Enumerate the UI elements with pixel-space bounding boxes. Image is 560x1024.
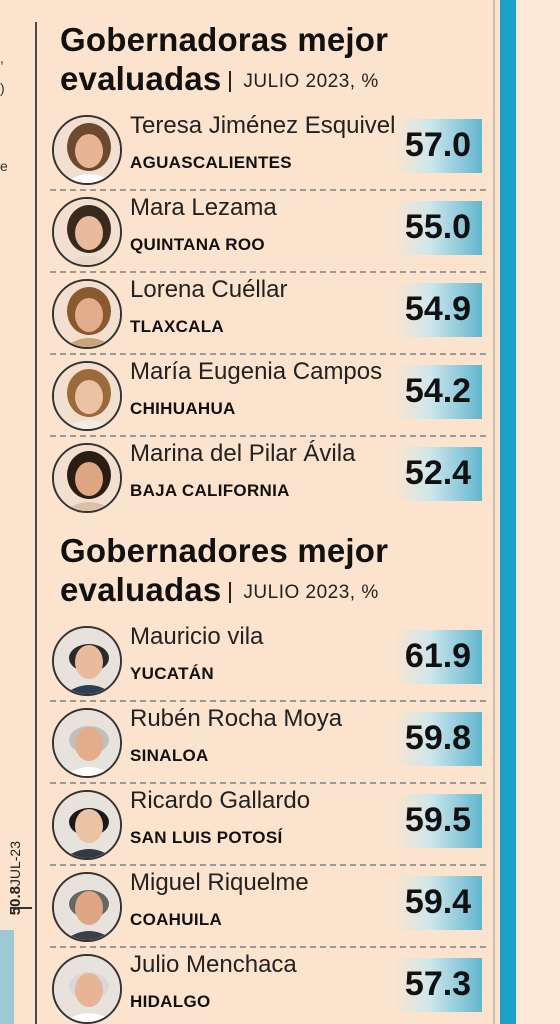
person-photo xyxy=(52,196,122,267)
ranking-row: Lorena Cuéllar TLAXCALA 54.9 xyxy=(50,273,486,355)
person-name: Rubén Rocha Moya xyxy=(130,704,343,732)
section-gobernadores: Gobernadores mejor evaluadas JULIO 2023, … xyxy=(50,531,486,1024)
section-meta: JULIO 2023, % xyxy=(229,70,379,92)
state-name: COAHUILA xyxy=(130,909,223,929)
person-name: Julio Menchaca xyxy=(130,950,297,978)
state-name: SAN LUIS POTOSÍ xyxy=(130,827,283,847)
section-title-line2: evaluadas xyxy=(60,60,222,97)
section-title: Gobernadores mejor evaluadas JULIO 2023, … xyxy=(50,531,486,612)
ranking-row: María Eugenia Campos CHIHUAHUA 54.2 xyxy=(50,355,486,437)
ranking-list: Mauricio vila YUCATÁN 61.9 Rubén Rocha Moya… xyxy=(50,620,486,1024)
left-panel-value-label: JUL-23 50.8 xyxy=(4,805,26,915)
left-fragment: , xyxy=(0,50,4,66)
section-title-line1: Gobernadoras mejor xyxy=(60,21,389,58)
score-value: 57.3 xyxy=(404,965,472,1004)
left-cropped-panel: , ) e JUL-23 50.8 xyxy=(0,0,46,1024)
right-divider xyxy=(493,0,495,1024)
person-photo xyxy=(52,360,122,431)
score-badge: 57.0 xyxy=(394,118,482,173)
person-photo xyxy=(52,442,122,513)
score-value: 54.9 xyxy=(404,290,472,329)
person-name: Ricardo Gallardo xyxy=(130,786,311,814)
person-photo xyxy=(52,114,122,185)
state-name: BAJA CALIFORNIA xyxy=(130,480,290,500)
person-photo xyxy=(52,871,122,942)
score-badge: 59.5 xyxy=(394,793,482,848)
left-fragment: e xyxy=(0,158,8,174)
state-name: TLAXCALA xyxy=(130,316,224,336)
person-name: Lorena Cuéllar xyxy=(130,275,288,303)
person-name: María Eugenia Campos xyxy=(130,357,383,385)
state-name: SINALOA xyxy=(130,745,209,765)
ranking-list: Teresa Jiménez Esquivel AGUASCALIENTES 57.… xyxy=(50,109,486,519)
person-name: Mara Lezama xyxy=(130,193,277,221)
section-title: Gobernadoras mejor evaluadas JULIO 2023, … xyxy=(50,20,486,101)
person-photo xyxy=(52,278,122,349)
score-value: 59.4 xyxy=(404,883,472,922)
left-panel-date: JUL-23 xyxy=(7,840,23,886)
ranking-row: Mauricio vila YUCATÁN 61.9 xyxy=(50,620,486,702)
ranking-row: Mara Lezama QUINTANA ROO 55.0 xyxy=(50,191,486,273)
right-blue-stripe xyxy=(500,0,516,1024)
person-name: Miguel Riquelme xyxy=(130,868,309,896)
score-badge: 61.9 xyxy=(394,629,482,684)
person-photo xyxy=(52,789,122,860)
person-photo xyxy=(52,707,122,778)
state-name: YUCATÁN xyxy=(130,663,214,683)
state-name: AGUASCALIENTES xyxy=(130,152,292,172)
state-name: QUINTANA ROO xyxy=(130,234,265,254)
left-panel-tick xyxy=(10,907,32,909)
score-badge: 59.4 xyxy=(394,875,482,930)
ranking-row: Marina del Pilar Ávila BAJA CALIFORNIA 52.… xyxy=(50,437,486,519)
score-value: 55.0 xyxy=(404,208,472,247)
score-value: 59.5 xyxy=(404,801,472,840)
score-badge: 57.3 xyxy=(394,957,482,1012)
person-name: Teresa Jiménez Esquivel xyxy=(130,111,396,139)
left-panel-value: 50.8 xyxy=(6,885,24,915)
score-badge: 54.9 xyxy=(394,282,482,337)
person-name: Marina del Pilar Ávila xyxy=(130,439,356,467)
score-badge: 55.0 xyxy=(394,200,482,255)
left-fragment: ) xyxy=(0,80,5,96)
left-panel-bar xyxy=(0,930,14,1024)
score-value: 54.2 xyxy=(404,372,472,411)
section-title-line1: Gobernadores mejor xyxy=(60,532,389,569)
score-value: 59.8 xyxy=(404,719,472,758)
ranking-row: Ricardo Gallardo SAN LUIS POTOSÍ 59.5 xyxy=(50,784,486,866)
section-meta: JULIO 2023, % xyxy=(229,581,379,603)
state-name: CHIHUAHUA xyxy=(130,398,236,418)
person-photo xyxy=(52,953,122,1024)
right-pale-strip xyxy=(516,0,560,1024)
ranking-row: Teresa Jiménez Esquivel AGUASCALIENTES 57.… xyxy=(50,109,486,191)
score-value: 57.0 xyxy=(404,126,472,165)
ranking-row: Miguel Riquelme COAHUILA 59.4 xyxy=(50,866,486,948)
person-name: Mauricio vila xyxy=(130,622,264,650)
score-value: 52.4 xyxy=(404,454,472,493)
section-title-line2: evaluadas xyxy=(60,571,222,608)
score-value: 61.9 xyxy=(404,637,472,676)
score-badge: 59.8 xyxy=(394,711,482,766)
ranking-row: Julio Menchaca HIDALGO 57.3 xyxy=(50,948,486,1024)
score-badge: 54.2 xyxy=(394,364,482,419)
state-name: HIDALGO xyxy=(130,991,211,1011)
section-gobernadoras: Gobernadoras mejor evaluadas JULIO 2023, … xyxy=(50,20,486,519)
left-panel-rule xyxy=(35,22,37,1024)
score-badge: 52.4 xyxy=(394,446,482,501)
person-photo xyxy=(52,625,122,696)
ranking-row: Rubén Rocha Moya SINALOA 59.8 xyxy=(50,702,486,784)
